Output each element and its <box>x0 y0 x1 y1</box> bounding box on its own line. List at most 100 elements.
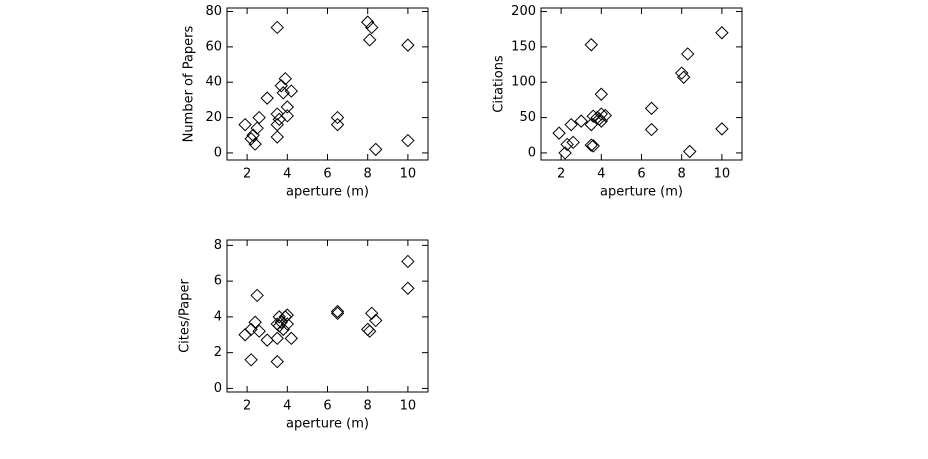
data-point <box>270 117 284 132</box>
data-point <box>250 288 264 303</box>
data-point <box>586 139 600 153</box>
data-point <box>250 121 264 135</box>
data-point <box>558 146 572 160</box>
data-point <box>401 281 415 295</box>
data-point <box>244 322 258 337</box>
y-tick-label: 2 <box>214 345 222 360</box>
data-point <box>566 135 580 150</box>
data-point <box>683 144 697 159</box>
data-point <box>280 317 295 331</box>
data-point <box>584 138 598 152</box>
data-point <box>276 86 290 100</box>
y-axis-label: Citations <box>492 55 507 113</box>
data-point <box>574 114 588 128</box>
data-point <box>586 109 600 123</box>
data-point <box>238 117 252 132</box>
y-tick-label: 40 <box>205 75 222 90</box>
data-point <box>401 133 415 148</box>
data-point <box>360 15 375 29</box>
data-point <box>584 117 598 132</box>
data-point <box>584 38 598 52</box>
data-point <box>272 112 286 127</box>
data-point <box>644 101 659 116</box>
data-point <box>592 112 606 126</box>
x-tick-label: 2 <box>243 399 251 414</box>
data-point <box>260 333 274 347</box>
x-tick-label: 8 <box>364 167 372 182</box>
data-point <box>369 142 383 157</box>
y-axis-label: Number of Papers <box>182 25 197 142</box>
data-point <box>252 324 266 338</box>
data-point <box>260 91 274 105</box>
x-axis-label: aperture (m) <box>286 185 369 200</box>
data-point <box>330 117 345 132</box>
y-tick-label: 60 <box>205 39 222 54</box>
y-axis-label: Cites/Paper <box>178 278 193 352</box>
y-tick-label: 8 <box>214 238 222 253</box>
x-tick-label: 6 <box>637 167 645 182</box>
data-point <box>276 322 290 337</box>
data-point <box>594 87 609 101</box>
data-point <box>644 122 659 137</box>
x-tick-label: 8 <box>364 399 372 414</box>
data-point <box>270 20 284 35</box>
x-tick-label: 10 <box>714 167 731 182</box>
y-tick-label: 150 <box>511 39 536 54</box>
data-point <box>280 100 295 114</box>
x-tick-label: 6 <box>323 399 331 414</box>
x-tick-label: 8 <box>678 167 686 182</box>
data-point <box>248 137 262 151</box>
plot-frame <box>226 239 429 393</box>
data-point <box>330 306 345 321</box>
x-tick-label: 10 <box>400 399 417 414</box>
x-tick-label: 6 <box>323 167 331 182</box>
x-tick-label: 2 <box>557 167 565 182</box>
data-point <box>246 128 260 142</box>
data-point <box>284 84 299 98</box>
x-tick-label: 2 <box>243 167 251 182</box>
data-point <box>330 110 345 125</box>
y-tick-label: 80 <box>205 4 222 19</box>
data-point <box>252 110 266 125</box>
x-tick-label: 4 <box>283 167 291 182</box>
data-point <box>715 26 729 40</box>
data-point <box>280 109 295 123</box>
data-point <box>270 354 284 369</box>
data-point <box>363 324 377 338</box>
data-point <box>274 79 288 93</box>
x-axis-label: aperture (m) <box>600 185 683 200</box>
data-point <box>594 107 609 121</box>
data-point <box>674 66 689 80</box>
x-tick-label: 4 <box>283 399 291 414</box>
data-point <box>365 306 379 321</box>
y-tick-label: 6 <box>214 274 222 289</box>
data-point <box>552 126 566 140</box>
data-point <box>677 70 691 84</box>
y-tick-label: 0 <box>214 381 222 396</box>
y-tick-label: 200 <box>511 4 536 19</box>
data-point <box>244 132 258 146</box>
data-point <box>401 38 415 52</box>
data-point <box>560 137 574 152</box>
data-point <box>284 331 299 346</box>
data-point <box>369 313 383 328</box>
data-point <box>365 20 379 35</box>
plot-frame <box>540 7 743 161</box>
data-point <box>244 353 258 367</box>
data-point <box>270 130 284 144</box>
data-point <box>564 117 578 132</box>
data-point <box>270 331 284 346</box>
data-point <box>270 107 284 121</box>
data-point <box>330 304 345 319</box>
x-tick-label: 10 <box>400 167 417 182</box>
y-tick-label: 20 <box>205 110 222 125</box>
y-tick-label: 4 <box>214 309 222 324</box>
data-point <box>360 322 375 337</box>
data-point <box>598 108 613 123</box>
data-point <box>238 328 252 342</box>
x-tick-label: 4 <box>597 167 605 182</box>
y-tick-label: 50 <box>519 110 536 125</box>
data-point <box>280 308 295 322</box>
y-tick-label: 0 <box>528 145 536 160</box>
